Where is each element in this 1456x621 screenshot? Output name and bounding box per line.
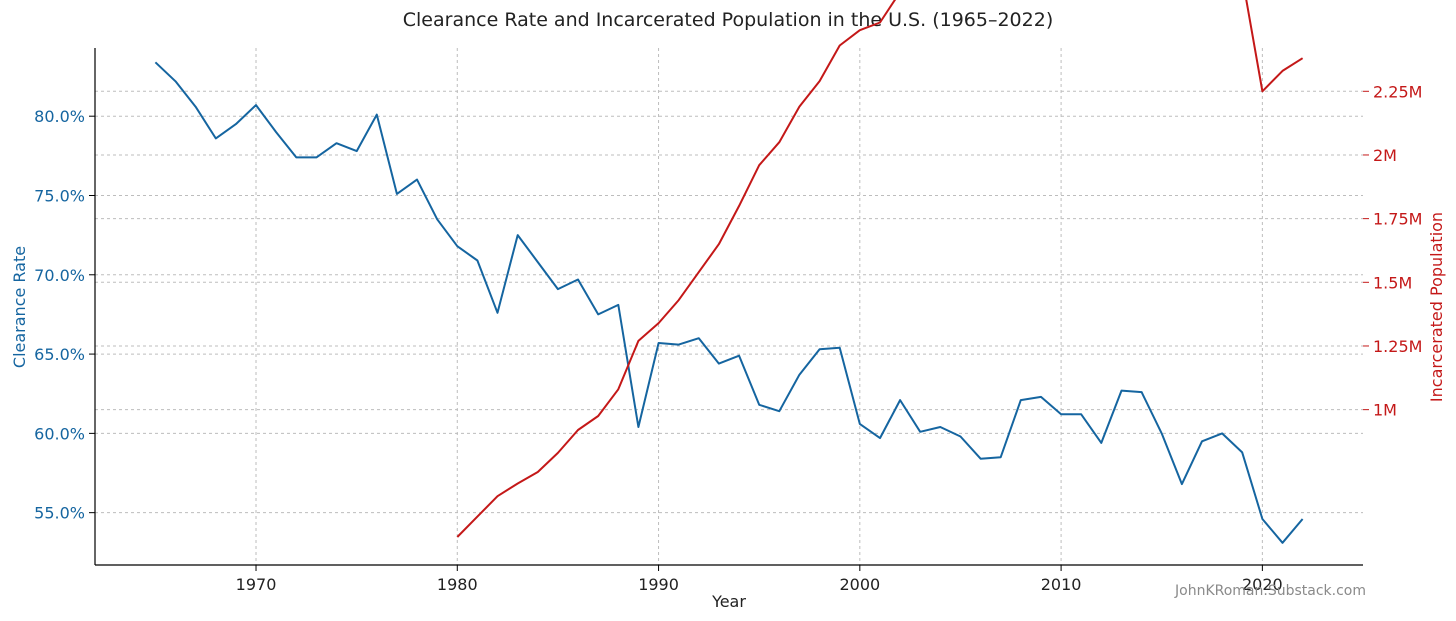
left-axis-label: Clearance Rate — [10, 246, 29, 368]
right-tick-label: 2M — [1373, 146, 1397, 165]
x-axis-label: Year — [711, 592, 746, 611]
x-tick-label: 1990 — [638, 575, 679, 594]
x-tick-label: 1970 — [236, 575, 277, 594]
right-tick-label: 1.75M — [1373, 210, 1422, 229]
x-tick-label: 2000 — [839, 575, 880, 594]
incarcerated-population-line — [456, 0, 1304, 538]
left-tick-label: 70.0% — [34, 266, 85, 285]
left-tick-label: 80.0% — [34, 107, 85, 126]
right-axis-label: Incarcerated Population — [1427, 212, 1446, 402]
x-tick-label: 2010 — [1041, 575, 1082, 594]
right-tick-label: 2.25M — [1373, 82, 1422, 101]
left-tick-label: 60.0% — [34, 424, 85, 443]
axes: 1970 1980 1990 2000 2010 2020 55.0% 60.0% 65.0% 7… — [34, 48, 1422, 594]
grid — [95, 48, 1363, 565]
right-tick-label: 1.5M — [1373, 273, 1412, 292]
x-tick-label: 2020 — [1242, 575, 1283, 594]
chart-title: Clearance Rate and Incarcerated Populati… — [403, 9, 1053, 31]
left-tick-label: 75.0% — [34, 186, 85, 205]
left-tick-label: 65.0% — [34, 345, 85, 364]
clearance-rate-line — [154, 61, 1304, 544]
x-tick-label: 1980 — [437, 575, 478, 594]
series-layer — [154, 0, 1304, 544]
right-tick-label: 1M — [1373, 401, 1397, 420]
left-tick-label: 55.0% — [34, 504, 85, 523]
watermark: JohnKRoman.Substack.com — [1174, 583, 1366, 599]
right-tick-label: 1.25M — [1373, 337, 1422, 356]
